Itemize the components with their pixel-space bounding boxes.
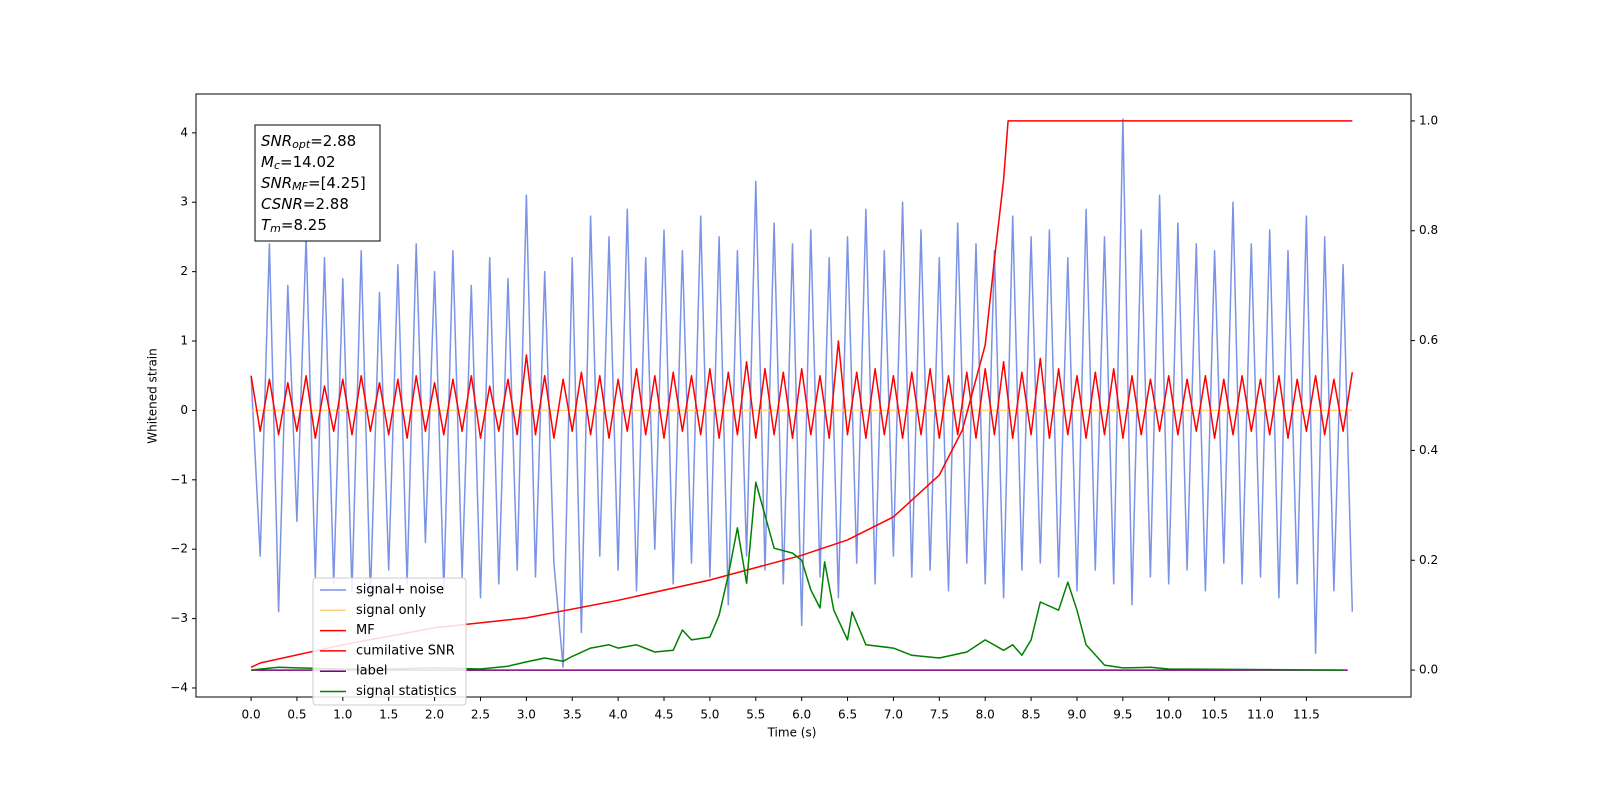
x-tick-label: 5.0 — [700, 708, 719, 722]
annotation-value: =8.25 — [281, 216, 327, 234]
legend-label: cumilative SNR — [356, 643, 455, 658]
y-tick-label: 4 — [180, 125, 188, 139]
y-tick-label: −2 — [170, 542, 188, 556]
y-tick-label: 2 — [180, 264, 188, 278]
x-tick-label: 11.0 — [1247, 708, 1274, 722]
x-tick-label: 10.0 — [1155, 708, 1182, 722]
x-tick-label: 4.0 — [609, 708, 628, 722]
y2-tick-label: 0.6 — [1419, 333, 1438, 347]
x-tick-label: 10.5 — [1201, 708, 1228, 722]
y-axis-label: Whitened strain — [146, 348, 160, 444]
legend: signal+ noise signal only MF cumilative SNR… — [312, 577, 467, 706]
y-tick-label: 3 — [180, 195, 188, 209]
x-tick-label: 9.0 — [1067, 708, 1086, 722]
x-tick-label: 6.5 — [838, 708, 857, 722]
annotation-frame — [254, 124, 381, 242]
x-tick-label: 2.0 — [425, 708, 444, 722]
y2-tick-label: 0.8 — [1419, 223, 1438, 237]
annotation: SNRopt=2.88 — [261, 132, 356, 152]
y-tick-label: 0 — [180, 403, 188, 417]
annotation-symbol: SNR — [261, 174, 292, 192]
y-tick-label: 1 — [180, 334, 188, 348]
annotation-subscript: opt — [292, 138, 311, 151]
x-tick-label: 6.0 — [792, 708, 811, 722]
x-tick-label: 3.5 — [563, 708, 582, 722]
annotation-symbol: T — [261, 216, 272, 234]
series-line — [250, 118, 1354, 668]
annotation-symbol: M — [261, 153, 274, 171]
y-tick-label: −3 — [170, 611, 188, 625]
x-tick-label: 3.0 — [517, 708, 536, 722]
x-axis-label: Time (s) — [767, 726, 817, 740]
x-tick-label: 5.5 — [746, 708, 765, 722]
annotation: CSNR=2.88 — [261, 195, 349, 213]
legend-label: signal+ noise — [356, 583, 444, 598]
x-tick-label: 0.5 — [287, 708, 306, 722]
annotation-value: =14.02 — [280, 153, 336, 171]
y2-tick-label: 0.0 — [1419, 663, 1438, 677]
legend-label: label — [356, 664, 387, 679]
legend-frame — [312, 577, 467, 706]
annotation-box: SNRopt=2.88Mc=14.02SNRMF=[4.25]CSNR=2.88… — [254, 124, 381, 242]
y-tick-label: −1 — [170, 472, 188, 486]
x-tick-label: 4.5 — [654, 708, 673, 722]
legend-label: signal statistics — [356, 684, 457, 699]
annotation-value: =2.88 — [310, 132, 356, 150]
annotation-subscript: m — [270, 222, 281, 235]
annotation-subscript: MF — [292, 180, 308, 193]
legend-label: MF — [356, 623, 375, 638]
series-line — [251, 481, 1344, 671]
x-tick-label: 0.0 — [242, 708, 261, 722]
annotation: Mc=14.02 — [261, 153, 336, 173]
annotation: Tm=8.25 — [261, 216, 327, 236]
axes-frame — [195, 93, 1412, 698]
annotation: SNRMF=[4.25] — [261, 174, 366, 194]
y-tick-label: −4 — [170, 680, 188, 694]
x-tick-label: 2.5 — [471, 708, 490, 722]
x-tick-label: 1.5 — [379, 708, 398, 722]
x-tick-label: 7.5 — [930, 708, 949, 722]
series-line — [250, 340, 1354, 439]
y2-tick-label: 0.2 — [1419, 553, 1438, 567]
x-tick-label: 7.0 — [884, 708, 903, 722]
annotation-subscript: c — [274, 159, 280, 172]
x-tick-label: 8.5 — [1022, 708, 1041, 722]
y2-tick-label: 1.0 — [1419, 113, 1438, 127]
annotation-value: =[4.25] — [308, 174, 366, 192]
x-tick-label: 1.0 — [333, 708, 352, 722]
x-tick-label: 8.0 — [976, 708, 995, 722]
legend-label: signal only — [356, 603, 426, 618]
annotation-value: =2.88 — [303, 195, 349, 213]
x-tick-label: 9.5 — [1113, 708, 1132, 722]
x-tick-label: 11.5 — [1293, 708, 1320, 722]
annotation-symbol: SNR — [261, 132, 292, 150]
annotation-symbol: CSNR — [261, 195, 303, 213]
y2-tick-label: 0.4 — [1419, 443, 1438, 457]
